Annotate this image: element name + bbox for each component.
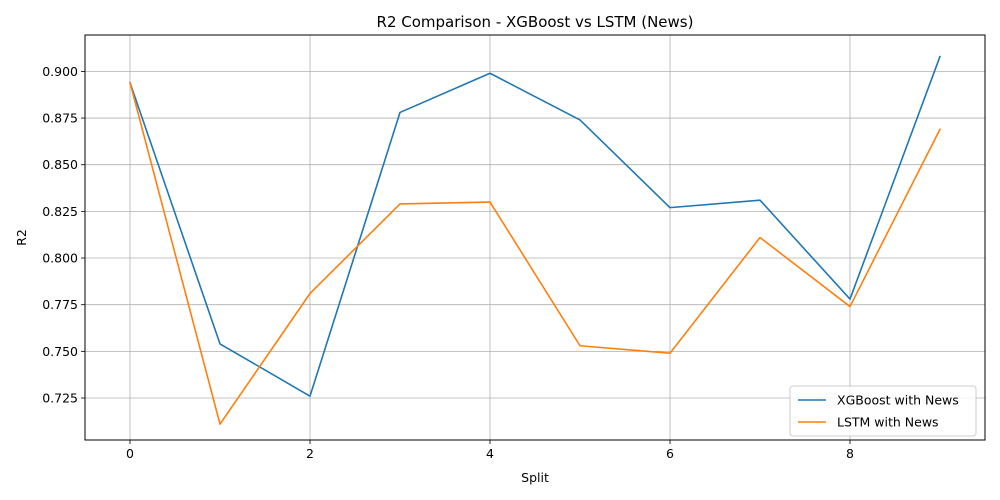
y-tick-label: 0.725 (42, 391, 78, 406)
x-tick-label: 0 (126, 446, 134, 461)
y-tick-label: 0.875 (42, 111, 78, 126)
legend-label-lstm: LSTM with News (837, 415, 939, 430)
legend-box (789, 385, 977, 437)
y-tick-label: 0.750 (42, 344, 78, 359)
x-tick-label: 2 (306, 446, 314, 461)
y-tick-label: 0.850 (42, 157, 78, 172)
y-tick-label: 0.825 (42, 204, 78, 219)
y-tick-label: 0.800 (42, 251, 78, 266)
y-tick-label: 0.775 (42, 297, 78, 312)
grid-lines (85, 35, 985, 440)
x-tick-label: 6 (666, 446, 674, 461)
axis-ticks: 0 2 4 6 8 0.725 0.750 0.775 0.800 0.825 0.850 0.875… (42, 64, 854, 461)
y-tick-label: 0.900 (42, 64, 78, 79)
x-axis-label: Split (521, 470, 549, 485)
x-tick-label: 4 (486, 446, 494, 461)
plot-frame (84, 34, 986, 441)
legend: XGBoost with News LSTM with News (789, 385, 977, 437)
y-axis-label: R2 (14, 229, 29, 246)
series-lines (129, 55, 941, 425)
series-line-xgboost (129, 55, 941, 397)
series-line-lstm (129, 81, 941, 425)
legend-label-xgboost: XGBoost with News (837, 393, 959, 408)
x-tick-label: 8 (846, 446, 854, 461)
chart-title: R2 Comparison - XGBoost vs LSTM (News) (377, 13, 694, 31)
